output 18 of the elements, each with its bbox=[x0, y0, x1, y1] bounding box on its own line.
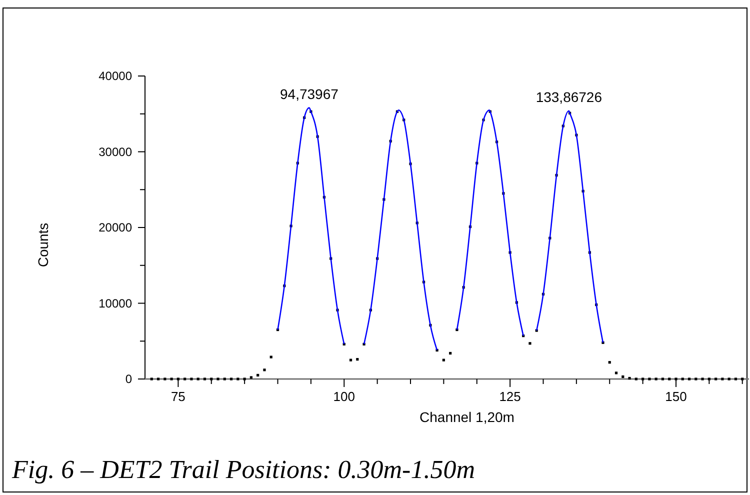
x-tick-label: 75 bbox=[170, 389, 186, 404]
y-tick-label: 30000 bbox=[98, 144, 132, 159]
x-tick-label: 150 bbox=[665, 389, 687, 404]
line-series bbox=[536, 110, 604, 344]
y-tick-label: 20000 bbox=[98, 220, 132, 234]
x-tick-label: 100 bbox=[333, 389, 355, 404]
annotation: 94,73967 bbox=[280, 86, 339, 102]
line-series bbox=[363, 109, 438, 351]
y-tick-label: 0 bbox=[125, 372, 132, 386]
x-axis-title: Channel 1,20m bbox=[420, 409, 514, 425]
y-tick-label: 40000 bbox=[98, 69, 132, 83]
annotation: 133,86726 bbox=[536, 88, 602, 105]
line-series bbox=[456, 109, 524, 336]
caption: Fig. 6 – DET2 Trail Positions: 0.30m-1.50m bbox=[11, 455, 475, 484]
y-axis-title: Counts bbox=[35, 222, 51, 268]
line-series bbox=[277, 107, 345, 345]
y-tick-label: 10000 bbox=[98, 296, 132, 310]
x-tick-label: 125 bbox=[499, 389, 521, 404]
